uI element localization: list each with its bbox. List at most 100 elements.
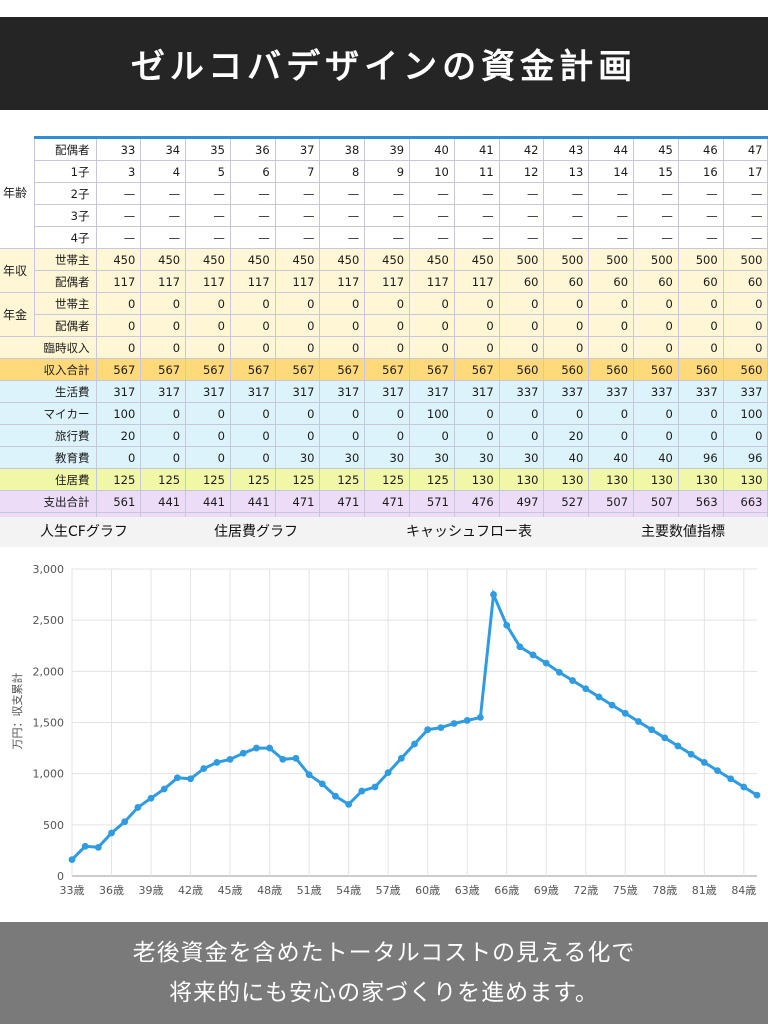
table-cell: 507	[633, 490, 679, 513]
table-cell: —	[543, 182, 590, 205]
table-cell: 40	[409, 136, 455, 161]
table-cell: 0	[140, 446, 187, 469]
table-cell: 40	[543, 446, 590, 469]
series-line	[70, 588, 758, 861]
x-tick-label: 33歳	[60, 884, 85, 897]
cash-flow-table: 年齢 配偶者 33 34 35 36 37 38 39 40 41 42 43 44 45 46 47 1子 3 4 5…	[0, 136, 768, 535]
data-point	[687, 750, 695, 758]
data-point	[582, 685, 590, 693]
table-cell: 663	[723, 490, 768, 513]
data-point	[714, 767, 721, 774]
table-cell: 20	[96, 424, 142, 447]
table-cell: 100	[723, 402, 768, 425]
data-point	[411, 740, 418, 748]
row-label: 2子	[34, 182, 97, 205]
tab-key-indicators[interactable]: 主要数値指標	[641, 524, 725, 540]
x-tick-label: 84歳	[731, 884, 756, 897]
table-cell: 0	[140, 292, 187, 315]
row-group-label: 年齢	[0, 137, 35, 249]
table-cell: 0	[454, 402, 500, 425]
x-axis-ticks: 33歳 36歳 39歳 42歳 45歳 48歳 51歳 54歳 57歳 60歳 63歳 66歳 69歳 7…	[60, 884, 757, 897]
table-cell: —	[499, 204, 545, 227]
x-tick-label: 72歳	[573, 884, 598, 897]
x-tick-label: 69歳	[534, 884, 559, 897]
table-cell: 561	[96, 490, 142, 513]
x-tick-label: 39歳	[139, 884, 164, 897]
table-cell: 4	[140, 160, 187, 183]
table-cell: 441	[185, 490, 231, 513]
y-tick-label: 500	[43, 819, 64, 832]
table-row: 3子 — — — — — — — — — — — — — — —	[0, 204, 768, 227]
series-points	[68, 591, 761, 864]
table-cell: —	[499, 226, 545, 249]
table-cell: 45	[633, 136, 679, 161]
row-label: マイカー	[0, 402, 97, 425]
table-cell: —	[140, 204, 187, 227]
table-cell: 125	[140, 468, 187, 491]
table-cell: 125	[364, 468, 411, 491]
table-cell: 500	[588, 248, 635, 271]
table-cell: —	[230, 226, 276, 249]
table-cell: 0	[185, 424, 231, 447]
table-cell: —	[409, 226, 455, 249]
table-cell: —	[96, 182, 142, 205]
data-point	[542, 659, 550, 667]
table-cell: 317	[230, 380, 276, 403]
data-point	[345, 800, 353, 808]
table-cell: 96	[723, 446, 768, 469]
table-row: 臨時収入 0 0 0 0 0 0 0 0 0 0 0 0 0 0 0	[0, 336, 768, 359]
table-cell: 0	[588, 424, 635, 447]
table-cell: 0	[588, 292, 635, 315]
table-row: 年金 世帯主 0 0 0 0 0 0 0 0 0 0 0 0 0 0 0	[0, 292, 768, 337]
table-cell: 0	[678, 336, 724, 359]
table-cell: 500	[543, 248, 590, 271]
y-tick-label: 2,000	[33, 665, 65, 678]
table-cell: 42	[499, 136, 545, 161]
table-cell: 0	[96, 314, 142, 337]
table-row: 4子 — — — — — — — — — — — — — — —	[0, 226, 768, 249]
table-cell: 0	[543, 292, 590, 315]
data-point	[384, 769, 392, 777]
data-point	[187, 775, 194, 783]
table-cell: 0	[140, 336, 187, 359]
table-cell: —	[454, 204, 500, 227]
y-tick-label: 0	[57, 870, 64, 883]
table-cell: 10	[409, 160, 455, 183]
tab-housing-cost-graph[interactable]: 住居費グラフ	[214, 524, 298, 540]
table-cell: 471	[364, 490, 411, 513]
x-tick-label: 54歳	[336, 884, 361, 897]
table-cell: 7	[275, 160, 321, 183]
table-cell: 317	[364, 380, 411, 403]
data-point	[318, 780, 326, 788]
table-cell: 450	[275, 248, 321, 271]
table-cell: —	[678, 226, 724, 249]
table-cell: —	[723, 204, 768, 227]
table-cell: 46	[678, 136, 724, 161]
tab-cash-flow-table[interactable]: キャッシュフロー表	[406, 524, 532, 540]
table-cell: 317	[96, 380, 142, 403]
table-cell: 476	[454, 490, 500, 513]
table-cell: 560	[499, 358, 545, 381]
table-cell: 60	[588, 270, 635, 293]
table-cell: 60	[633, 270, 679, 293]
table-cell: —	[364, 204, 411, 227]
data-point	[213, 759, 221, 766]
table-cell: —	[140, 226, 187, 249]
table-cell: 471	[275, 490, 321, 513]
table-cell: 12	[499, 160, 545, 183]
table-cell: 527	[543, 490, 590, 513]
footer-line-1: 老後資金を含めたトータルコストの見える化で	[132, 940, 636, 966]
table-cell: 450	[185, 248, 231, 271]
table-cell: 500	[678, 248, 724, 271]
table-cell: 0	[454, 336, 500, 359]
table-cell: 5	[185, 160, 231, 183]
data-point	[266, 744, 273, 752]
table-cell: 30	[409, 446, 455, 469]
tab-life-cf-graph[interactable]: 人生CFグラフ	[40, 524, 128, 540]
y-axis-ticks: 0 500 1,000 1,500 2,000 2,500 3,000	[33, 563, 65, 883]
table-cell: 40	[633, 446, 679, 469]
table-cell: 0	[275, 424, 321, 447]
table-cell: 125	[185, 468, 231, 491]
table-cell: 130	[633, 468, 679, 491]
table-cell: 60	[723, 270, 768, 293]
